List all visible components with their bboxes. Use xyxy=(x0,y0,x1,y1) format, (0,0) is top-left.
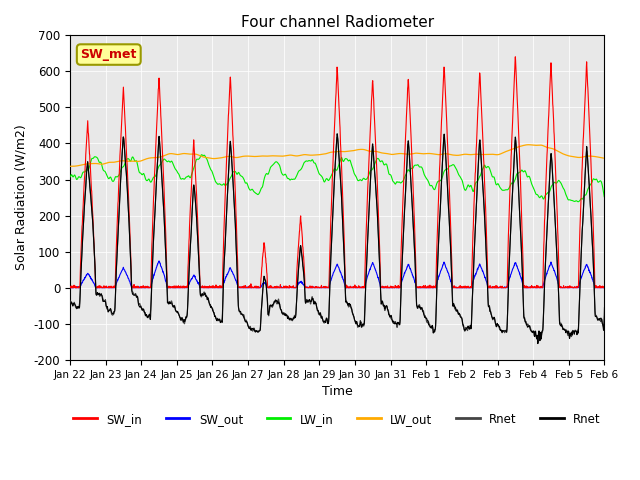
Legend: SW_in, SW_out, LW_in, LW_out, Rnet, Rnet: SW_in, SW_out, LW_in, LW_out, Rnet, Rnet xyxy=(68,408,605,431)
X-axis label: Time: Time xyxy=(322,385,353,398)
Y-axis label: Solar Radiation (W/m2): Solar Radiation (W/m2) xyxy=(15,125,28,270)
Text: SW_met: SW_met xyxy=(81,48,137,61)
Title: Four channel Radiometer: Four channel Radiometer xyxy=(241,15,434,30)
